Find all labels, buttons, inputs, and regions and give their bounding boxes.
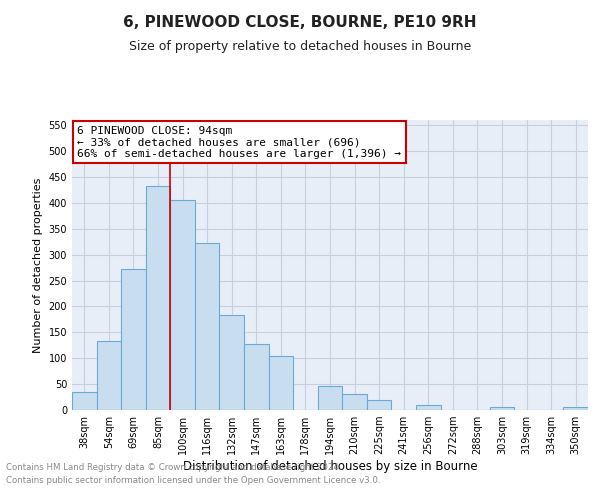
Bar [146,186,170,410]
Bar [97,341,121,410]
Text: Contains HM Land Registry data © Crown copyright and database right 2024.: Contains HM Land Registry data © Crown c… [6,462,341,471]
Bar [367,400,391,410]
X-axis label: Distribution of detached houses by size in Bourne: Distribution of detached houses by size … [182,460,478,473]
Bar [490,408,514,410]
Text: 6 PINEWOOD CLOSE: 94sqm
← 33% of detached houses are smaller (696)
66% of semi-d: 6 PINEWOOD CLOSE: 94sqm ← 33% of detache… [77,126,401,159]
Bar [244,344,269,410]
Bar [342,394,367,410]
Bar [195,242,220,410]
Text: 6, PINEWOOD CLOSE, BOURNE, PE10 9RH: 6, PINEWOOD CLOSE, BOURNE, PE10 9RH [123,15,477,30]
Bar [318,386,342,410]
Bar [416,406,440,410]
Text: Contains public sector information licensed under the Open Government Licence v3: Contains public sector information licen… [6,476,380,485]
Bar [269,356,293,410]
Bar [563,408,588,410]
Y-axis label: Number of detached properties: Number of detached properties [33,178,43,352]
Bar [121,269,146,410]
Bar [170,200,195,410]
Text: Size of property relative to detached houses in Bourne: Size of property relative to detached ho… [129,40,471,53]
Bar [220,314,244,410]
Bar [72,392,97,410]
